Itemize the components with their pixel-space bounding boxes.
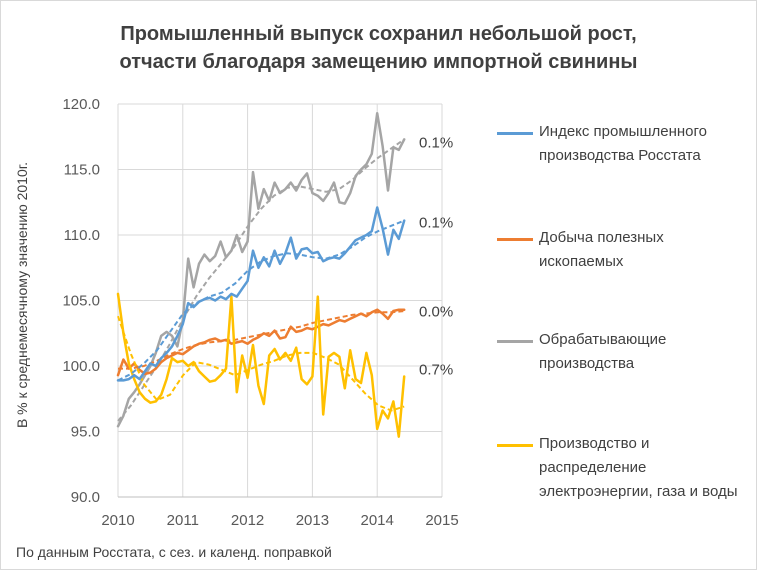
y-tick-label: 95.0 bbox=[71, 424, 100, 441]
x-tick-label: 2011 bbox=[167, 512, 199, 529]
legend-label-manufacturing: Обрабатывающие производства bbox=[539, 331, 667, 372]
y-tick-label: 120.0 bbox=[62, 96, 100, 113]
series-line bbox=[116, 308, 406, 377]
y-tick-label: 110.0 bbox=[64, 227, 100, 244]
legend-label-utilities: Производство и распределение электроэнер… bbox=[539, 435, 738, 500]
chart-title: Промышленный выпуск сохранил небольшой р… bbox=[0, 20, 757, 76]
y-tick-label: 100.0 bbox=[62, 358, 100, 375]
legend-swatch-mining bbox=[497, 238, 533, 241]
series-line bbox=[116, 111, 406, 428]
legend-swatch-manufacturing bbox=[497, 340, 533, 343]
x-tick-label: 2013 bbox=[296, 512, 329, 529]
series-line bbox=[116, 292, 406, 438]
series-line bbox=[116, 206, 406, 382]
x-tick-label: 2014 bbox=[361, 512, 394, 529]
y-tick-label: 90.0 bbox=[71, 489, 100, 506]
legend-label-mining: Добыча полезных ископаемых bbox=[539, 229, 664, 270]
chart-title-line2: отчасти благодаря замещению импортной св… bbox=[119, 51, 638, 73]
legend-swatch-utilities bbox=[497, 444, 533, 447]
x-tick-label: 2010 bbox=[101, 512, 134, 529]
trend-line bbox=[117, 315, 405, 412]
y-tick-label: 105.0 bbox=[62, 293, 100, 310]
trend-line bbox=[117, 219, 405, 382]
series-end-label: 0.1% bbox=[419, 134, 453, 151]
chart-title-line1: Промышленный выпуск сохранил небольшой р… bbox=[120, 23, 637, 45]
x-tick-label: 2012 bbox=[231, 512, 264, 529]
series-end-label: 0.0% bbox=[419, 304, 453, 321]
legend-label-industrial-index: Индекс промышленного производства Росста… bbox=[539, 123, 707, 164]
series-end-label: 0.7% bbox=[419, 361, 453, 378]
y-tick-label: 115.0 bbox=[64, 162, 100, 179]
source-note: По данным Росстата, с сез. и календ. поп… bbox=[16, 544, 332, 560]
x-tick-label: 2015 bbox=[425, 512, 458, 529]
legend-swatch-industrial-index bbox=[497, 132, 533, 135]
series-end-label: 0.1% bbox=[419, 215, 453, 232]
